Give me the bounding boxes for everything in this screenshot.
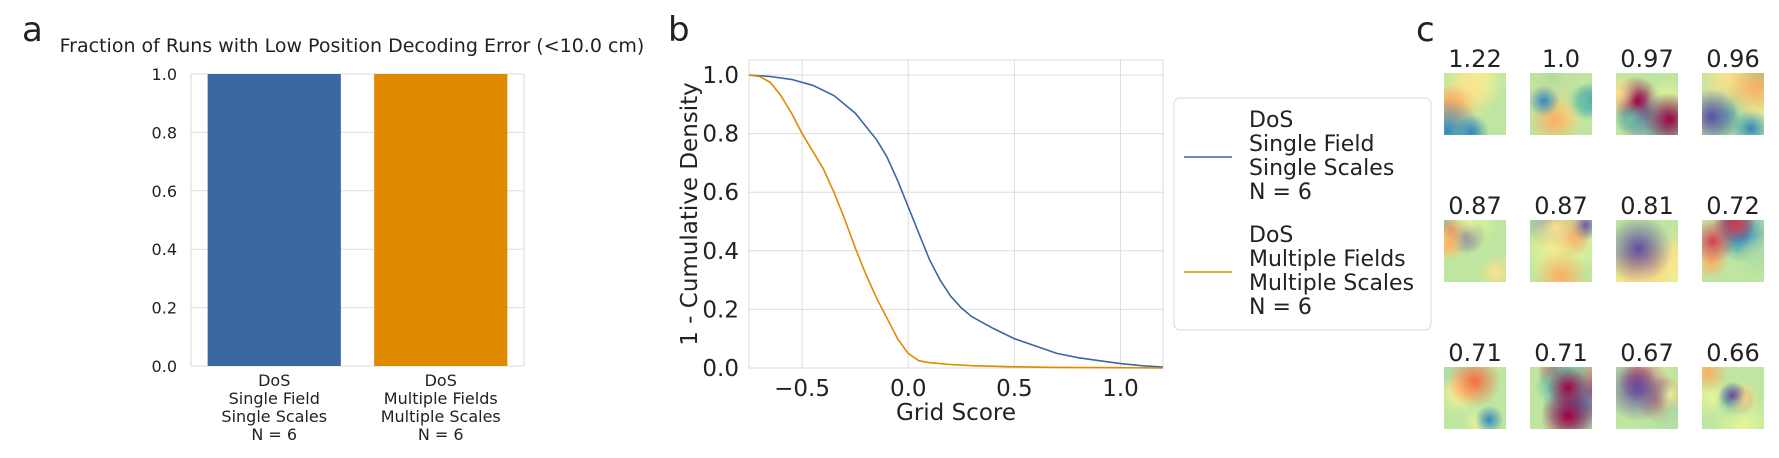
x-tick-label: −0.5 [774,376,830,402]
ratemap-heatmap [1616,220,1678,282]
legend-label: Multiple Scales [1249,271,1414,296]
ratemap-heatmap [1702,367,1764,429]
ratemap-score: 1.22 [1448,45,1501,73]
ratemap-score: 0.66 [1706,339,1759,367]
ratemap-score: 0.81 [1620,192,1673,220]
chart-b-lines [748,74,1164,369]
y-tick-label: 0.8 [152,123,177,142]
legend-label: DoS [1249,223,1293,248]
x-tick-label: N = 6 [418,425,464,444]
panel-label-a: a [22,10,43,50]
x-tick-label: DoS [258,371,290,390]
ratemap-heatmap [1530,367,1592,429]
ratemap: 0.71 [1444,339,1506,429]
chart-b-frame [748,59,1164,369]
chart-a-y-ticks: 0.0 0.2 0.4 0.6 0.8 1.0 [152,65,177,376]
legend-label: DoS [1249,108,1293,133]
legend-label: Multiple Fields [1249,247,1406,272]
x-tick-label: Single Scales [221,407,327,426]
ratemap-heatmap [1444,220,1506,282]
ratemap-heatmap [1616,73,1678,135]
x-tick-label: Single Field [229,389,320,408]
ratemap: 0.66 [1702,339,1764,429]
chart-b-grid [749,60,1163,369]
ratemap: 1.0 [1530,45,1592,135]
series-line-2 [748,74,1164,369]
chart-a-bars [207,74,508,366]
ratemap-score: 0.72 [1706,192,1759,220]
y-tick-label: 0.4 [152,240,177,259]
ratemap-score: 0.71 [1448,339,1501,367]
x-tick-label: DoS [425,371,457,390]
ratemap: 1.22 [1444,45,1506,135]
ratemap: 0.72 [1702,192,1764,282]
chart-b: 0.0 0.2 0.4 0.6 0.8 1.0 −0.5 0.0 0.5 1.0 Grid Sc… [677,59,1432,426]
chart-b-ylabel: 1 - Cumulative Density [677,82,703,346]
x-tick-label: 0.0 [890,376,927,402]
legend-label: Single Field [1249,132,1374,157]
x-tick-label: Multiple Fields [384,389,498,408]
y-tick-label: 0.6 [152,182,177,201]
ratemap-heatmap [1444,73,1506,135]
legend-label: Single Scales [1249,156,1394,181]
ratemap-score: 0.97 [1620,45,1673,73]
ratemap-score: 0.87 [1534,192,1587,220]
ratemap-heatmap [1702,73,1764,135]
x-tick-label: Multiple Scales [381,407,501,426]
ratemap: 0.71 [1530,339,1592,429]
y-tick-label: 0.2 [702,297,739,323]
x-tick-label: N = 6 [251,425,297,444]
ratemap-score: 0.71 [1534,339,1587,367]
ratemap-heatmap [1530,220,1592,282]
legend-box [1173,97,1432,331]
chart-b-x-ticks: −0.5 0.0 0.5 1.0 [774,376,1139,402]
y-tick-label: 0.6 [702,180,739,206]
y-tick-label: 1.0 [152,65,177,84]
x-tick-label: 1.0 [1102,376,1139,402]
panel-label-c: c [1416,10,1435,50]
ratemap: 0.87 [1530,192,1592,282]
ratemap-score: 0.67 [1620,339,1673,367]
y-tick-label: 0.4 [702,239,739,265]
series-line-1 [748,74,1164,368]
bar [374,74,508,366]
ratemap: 0.81 [1616,192,1678,282]
ratemap-grid: 1.22 1.0 0.97 0.96 0.87 0.87 0.81 0.72 0.71 0.71 0… [1444,45,1764,429]
ratemap: 0.97 [1616,45,1678,135]
legend-label: N = 6 [1249,180,1312,205]
y-tick-label: 0.2 [152,299,177,318]
chart-b-xlabel: Grid Score [896,400,1016,426]
ratemap-heatmap [1702,220,1764,282]
ratemap: 0.96 [1702,45,1764,135]
chart-a-title: Fraction of Runs with Low Position Decod… [60,35,645,57]
ratemap: 0.67 [1616,339,1678,429]
ratemap-heatmap [1530,73,1592,135]
ratemap: 0.87 [1444,192,1506,282]
y-tick-label: 0.8 [702,122,739,148]
panel-label-b: b [668,10,690,50]
ratemap-heatmap [1616,367,1678,429]
ratemap-score: 0.87 [1448,192,1501,220]
x-tick-label: 0.5 [996,376,1033,402]
chart-b-y-ticks: 0.0 0.2 0.4 0.6 0.8 1.0 [702,63,739,382]
ratemap-heatmap [1444,367,1506,429]
y-tick-label: 0.0 [702,356,739,382]
ratemap-score: 0.96 [1706,45,1759,73]
y-tick-label: 0.0 [152,357,177,376]
legend-label: N = 6 [1249,295,1312,320]
y-tick-label: 1.0 [702,63,739,89]
ratemap-score: 1.0 [1542,45,1580,73]
bar [207,74,341,366]
